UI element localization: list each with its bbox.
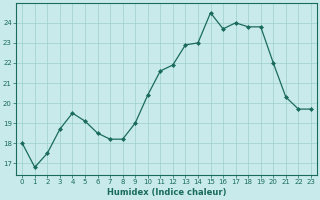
- X-axis label: Humidex (Indice chaleur): Humidex (Indice chaleur): [107, 188, 226, 197]
